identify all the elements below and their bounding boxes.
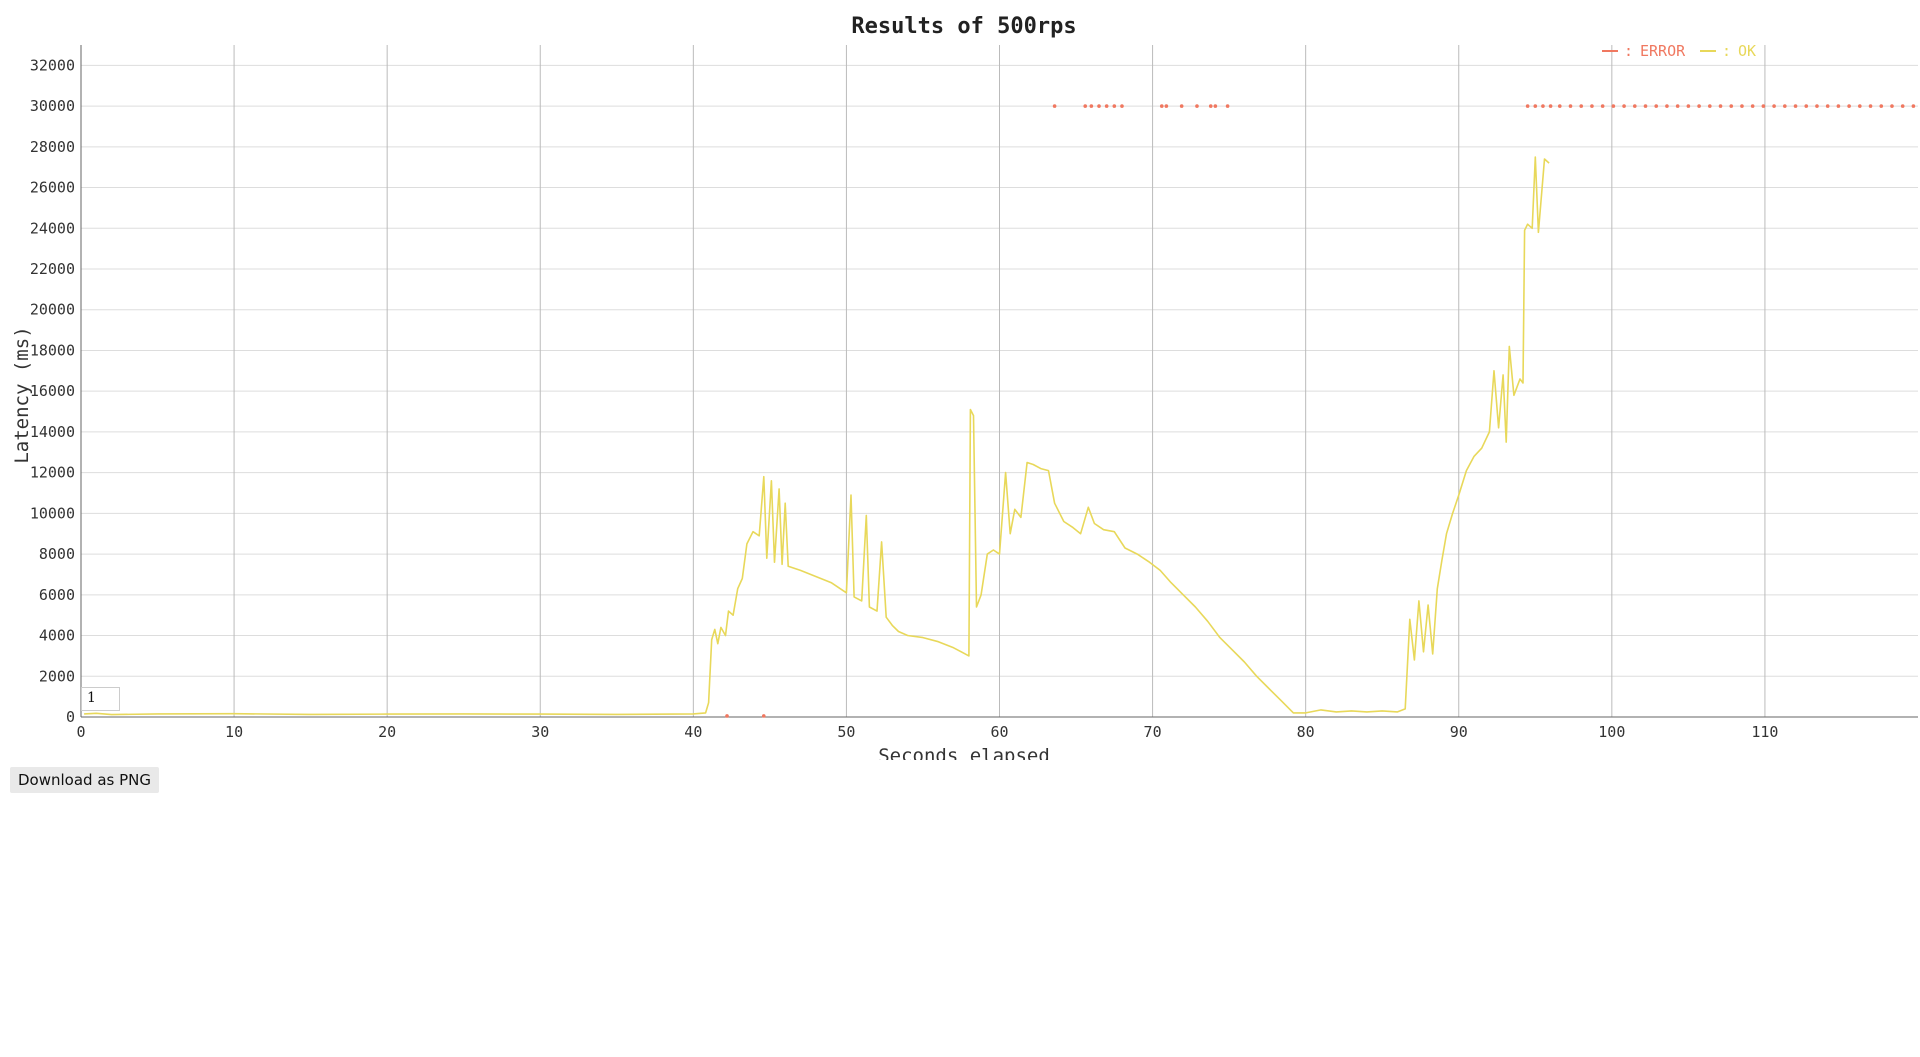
y-tick-label: 8000 xyxy=(39,545,75,563)
y-tick-label: 26000 xyxy=(30,179,75,197)
series-error-point xyxy=(1097,104,1101,108)
x-tick-label: 0 xyxy=(76,723,85,741)
legend-label-error: ERROR xyxy=(1640,42,1686,60)
y-tick-label: 20000 xyxy=(30,301,75,319)
x-tick-label: 80 xyxy=(1297,723,1315,741)
series-error-point xyxy=(1911,104,1916,108)
download-png-button[interactable]: Download as PNG xyxy=(10,767,159,793)
x-tick-label: 20 xyxy=(378,723,396,741)
x-tick-label: 30 xyxy=(531,723,549,741)
series-error-point xyxy=(1112,104,1117,108)
series-error-point xyxy=(1548,104,1553,108)
legend-separator: : xyxy=(1624,42,1633,60)
y-tick-label: 2000 xyxy=(39,667,75,685)
series-error-point xyxy=(1793,104,1798,108)
x-tick-label: 110 xyxy=(1751,723,1778,741)
series-error-point xyxy=(1568,104,1573,108)
series-error-point xyxy=(1622,104,1626,108)
y-tick-label: 24000 xyxy=(30,219,75,237)
y-tick-label: 10000 xyxy=(30,504,75,522)
series-error-point xyxy=(1611,104,1616,108)
series-error-point xyxy=(1879,104,1884,108)
series-error-point xyxy=(1632,104,1637,108)
series-error-point xyxy=(1208,104,1213,108)
y-tick-label: 18000 xyxy=(30,341,75,359)
series-error-point xyxy=(1750,104,1755,108)
x-tick-label: 90 xyxy=(1450,723,1468,741)
y-tick-label: 0 xyxy=(66,708,75,726)
x-tick-label: 70 xyxy=(1144,723,1162,741)
series-error-point xyxy=(1590,104,1594,108)
x-tick-label: 50 xyxy=(837,723,855,741)
data-series xyxy=(84,104,1916,718)
legend: : ERROR: OK xyxy=(1602,42,1756,60)
x-tick-label: 10 xyxy=(225,723,243,741)
series-error-point xyxy=(1686,104,1691,108)
x-tick-label: 60 xyxy=(990,723,1008,741)
series-error-point xyxy=(1643,104,1648,108)
series-error-point xyxy=(1120,104,1124,108)
y-tick-label: 30000 xyxy=(30,97,75,115)
series-error-point xyxy=(1533,104,1538,108)
series-error-point xyxy=(1836,104,1841,108)
series-error-point xyxy=(1654,104,1659,108)
series-error-point xyxy=(1089,104,1094,108)
series-marker-box: 1 xyxy=(81,687,120,711)
latency-chart: 0200040006000800010000120001400016000180… xyxy=(11,14,1918,760)
series-error-point xyxy=(1697,104,1701,108)
legend-label-ok: OK xyxy=(1738,42,1756,60)
legend-separator: : xyxy=(1722,42,1731,60)
series-error-point xyxy=(1729,104,1734,108)
series-error-point xyxy=(1890,104,1894,108)
series-error-point xyxy=(1159,104,1164,108)
series-error-point xyxy=(1052,104,1057,108)
series-error-point xyxy=(1665,104,1669,108)
series-error-point xyxy=(1900,104,1905,108)
series-error-point xyxy=(1579,104,1584,108)
axes: 0200040006000800010000120001400016000180… xyxy=(30,45,1918,741)
y-tick-label: 16000 xyxy=(30,382,75,400)
y-tick-label: 6000 xyxy=(39,586,75,604)
series-error-point xyxy=(1164,104,1169,108)
series-error-point xyxy=(1675,104,1680,108)
y-tick-label: 22000 xyxy=(30,260,75,278)
chart-title: Results of 500rps xyxy=(851,14,1076,39)
y-tick-label: 14000 xyxy=(30,423,75,441)
series-error-point xyxy=(1195,104,1199,108)
series-error-point xyxy=(1847,104,1851,108)
series-error-point xyxy=(1104,104,1109,108)
series-error-point xyxy=(1825,104,1830,108)
y-tick-label: 28000 xyxy=(30,138,75,156)
series-ok-line xyxy=(84,156,1550,716)
series-error-point xyxy=(1815,104,1819,108)
series-error-point xyxy=(1557,104,1562,108)
series-error-point xyxy=(1541,104,1545,108)
series-error-point xyxy=(1083,104,1088,108)
series-error-point xyxy=(1761,104,1766,108)
x-tick-label: 40 xyxy=(684,723,702,741)
series-error-point xyxy=(1740,104,1744,108)
y-tick-label: 12000 xyxy=(30,464,75,482)
series-error-point xyxy=(1600,104,1605,108)
series-error-point xyxy=(761,714,766,718)
series-error-point xyxy=(1179,104,1184,108)
series-error-point xyxy=(1858,104,1862,108)
y-tick-label: 4000 xyxy=(39,627,75,645)
grid-lines xyxy=(81,45,1918,717)
x-axis-label: Seconds elapsed xyxy=(878,745,1050,760)
series-error-point xyxy=(1783,104,1787,108)
series-error-point xyxy=(1525,104,1530,108)
series-error-point xyxy=(1708,104,1712,108)
y-tick-label: 32000 xyxy=(30,56,75,74)
x-tick-label: 100 xyxy=(1598,723,1625,741)
series-error-point xyxy=(1804,104,1809,108)
series-error-point xyxy=(1213,104,1218,108)
series-error-point xyxy=(1772,104,1776,108)
series-error-point xyxy=(1718,104,1723,108)
series-error-point xyxy=(1225,104,1230,108)
series-error-point xyxy=(725,714,729,718)
series-error-point xyxy=(1868,104,1873,108)
y-axis-label: Latency (ms) xyxy=(11,326,33,463)
